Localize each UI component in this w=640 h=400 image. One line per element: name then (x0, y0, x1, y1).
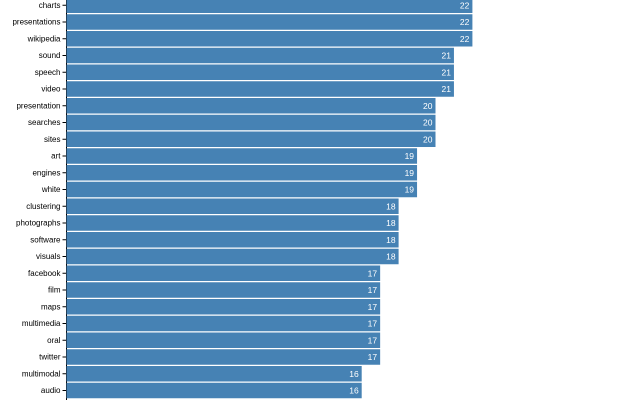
bar (66, 148, 418, 164)
y-tick-label: video (41, 85, 61, 94)
y-tick-label: maps (41, 302, 61, 311)
y-tick-label: sound (39, 51, 61, 60)
y-tick-label: searches (28, 118, 60, 127)
data-label: 17 (368, 352, 378, 362)
y-axis: charts presentations wikipedia sound speech v… (12, 0, 67, 400)
data-label: 18 (386, 201, 396, 211)
y-tick-label: facebook (28, 269, 61, 278)
bar (66, 265, 381, 281)
data-label: 16 (349, 386, 359, 396)
y-tick-label: clustering (26, 202, 60, 211)
y-tick-label: presentations (12, 18, 60, 27)
y-tick-label: multimedia (22, 319, 61, 328)
data-label: 16 (349, 369, 359, 379)
bar (66, 64, 454, 80)
y-tick-label: charts (39, 1, 61, 10)
bar (66, 248, 399, 265)
y-tick-label: visuals (36, 252, 60, 261)
data-label: 21 (441, 67, 451, 77)
y-tick-label: art (51, 152, 61, 161)
data-label: 18 (386, 218, 396, 228)
bar (66, 215, 399, 231)
bars-group (66, 0, 473, 399)
data-label: 20 (423, 134, 433, 144)
data-label: 21 (441, 84, 451, 94)
data-label: 18 (386, 252, 396, 262)
y-tick-label: oral (47, 336, 61, 345)
y-tick-label: film (48, 286, 61, 295)
bar (66, 14, 473, 30)
bar (66, 232, 399, 248)
data-label: 21 (441, 51, 451, 61)
bar (66, 382, 362, 399)
data-label: 18 (386, 235, 396, 245)
bar (66, 282, 381, 298)
bar (66, 131, 436, 147)
bar (66, 0, 473, 13)
bar (66, 366, 362, 382)
bar (66, 181, 418, 198)
y-tick-label: presentation (16, 101, 60, 110)
y-tick-label: twitter (39, 353, 61, 362)
y-tick-label: audio (41, 386, 61, 395)
y-tick-label: engines (32, 168, 60, 177)
bar (66, 114, 436, 131)
bar (66, 332, 381, 348)
bar (66, 299, 381, 315)
bar (66, 47, 454, 64)
data-label: 17 (368, 302, 378, 312)
bar (66, 315, 381, 332)
data-label: 17 (368, 319, 378, 329)
data-label: 19 (405, 185, 415, 195)
data-label: 20 (423, 101, 433, 111)
bar (66, 198, 399, 214)
data-label: 22 (460, 0, 470, 10)
y-tick-label: speech (35, 68, 61, 77)
data-label: 19 (405, 168, 415, 178)
y-tick-label: software (30, 235, 61, 244)
bar (66, 81, 454, 97)
data-label: 20 (423, 118, 433, 128)
y-tick-label: sites (44, 135, 60, 144)
data-label: 19 (405, 151, 415, 161)
bar (66, 165, 418, 181)
data-label: 17 (368, 268, 378, 278)
y-tick-label: wikipedia (27, 34, 61, 43)
y-tick-label: multimodal (22, 369, 61, 378)
y-tick-label: photographs (16, 219, 60, 228)
bar (66, 31, 473, 47)
bar (66, 349, 381, 365)
data-label: 22 (460, 17, 470, 27)
data-label: 17 (368, 335, 378, 345)
value-labels-group: 2322222221212120202019191918181818171717… (349, 0, 470, 396)
data-label: 22 (460, 34, 470, 44)
y-tick-label: white (41, 185, 61, 194)
data-label: 17 (368, 285, 378, 295)
bar (66, 98, 436, 114)
